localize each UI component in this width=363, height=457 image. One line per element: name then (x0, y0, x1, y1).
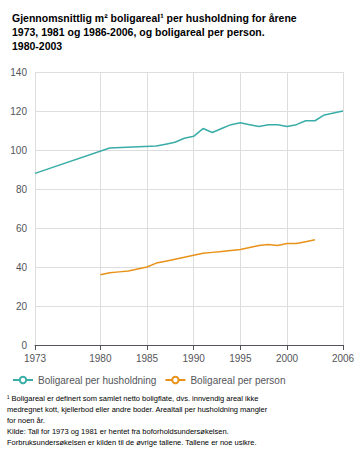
svg-text:2006: 2006 (332, 353, 355, 364)
svg-text:Kilde: Tall for 1973 og 1981 e: Kilde: Tall for 1973 og 1981 er hentet f… (7, 427, 229, 436)
svg-text:1995: 1995 (229, 353, 252, 364)
svg-text:1985: 1985 (136, 353, 159, 364)
svg-text:1980-2003: 1980-2003 (12, 40, 62, 52)
svg-text:2000: 2000 (276, 353, 299, 364)
svg-text:60: 60 (16, 223, 28, 234)
svg-text:20: 20 (16, 301, 28, 312)
svg-text:Gjennomsnittlig m² boligareal¹: Gjennomsnittlig m² boligareal¹ per husho… (12, 12, 297, 24)
svg-text:140: 140 (10, 67, 27, 78)
svg-text:medregnet kott, kjellerbod ell: medregnet kott, kjellerbod eller andre b… (7, 405, 268, 414)
svg-text:1973: 1973 (24, 353, 47, 364)
svg-text:0: 0 (21, 340, 27, 351)
svg-text:1990: 1990 (183, 353, 206, 364)
svg-text:¹ Boligareal er definert som s: ¹ Boligareal er definert som samlet nett… (7, 394, 258, 403)
svg-text:Forbruksundersøkelsen er kilde: Forbruksundersøkelsen er kilden til de ø… (7, 438, 257, 447)
svg-text:1980: 1980 (89, 353, 112, 364)
svg-text:1973, 1981 og 1986-2006, og bo: 1973, 1981 og 1986-2006, og boligareal p… (12, 26, 265, 38)
svg-text:Boligareal per husholdning: Boligareal per husholdning (38, 375, 156, 386)
svg-text:for noen år.: for noen år. (7, 416, 45, 425)
svg-text:Boligareal per person: Boligareal per person (190, 375, 285, 386)
svg-text:40: 40 (16, 262, 28, 273)
svg-text:80: 80 (16, 184, 28, 195)
svg-text:100: 100 (10, 145, 27, 156)
svg-text:120: 120 (10, 106, 27, 117)
